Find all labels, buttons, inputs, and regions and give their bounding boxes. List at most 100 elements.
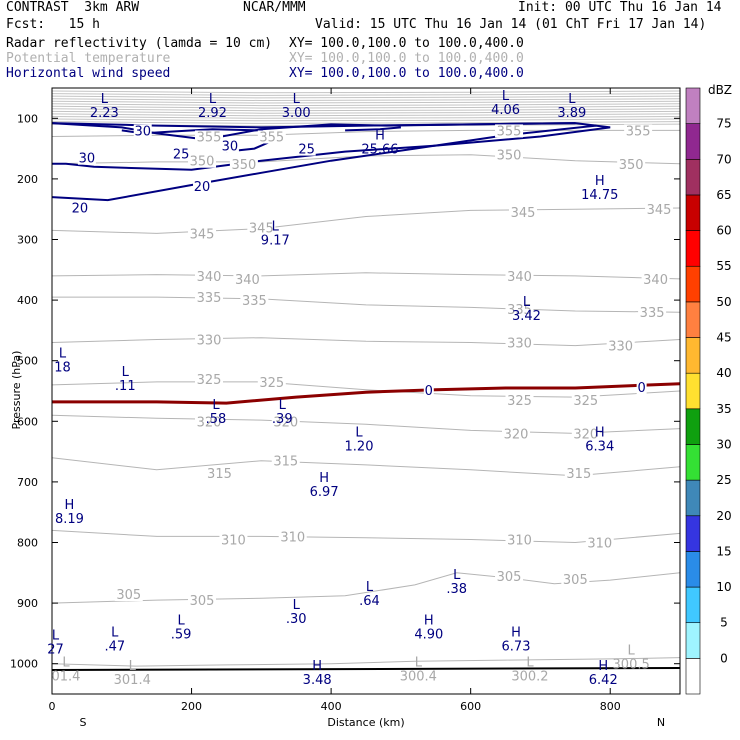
y-axis-title: Pressure (hPa) bbox=[10, 351, 23, 430]
theta-label-bg bbox=[195, 333, 223, 347]
colorbar-swatch bbox=[685, 658, 701, 695]
freezing-level-line bbox=[52, 382, 681, 405]
theta-label: 330 bbox=[608, 340, 633, 355]
colorbar-tick-label: 50 bbox=[716, 295, 731, 309]
y-tick-label: 500 bbox=[17, 355, 38, 368]
theta-label: 330 bbox=[197, 333, 222, 348]
wind-label-bg bbox=[193, 180, 212, 194]
extremum-marker: H bbox=[312, 659, 322, 674]
extremum-marker: L bbox=[209, 92, 217, 107]
wind-label: 20 bbox=[194, 180, 211, 195]
y-tick-label: 900 bbox=[17, 597, 38, 610]
extremum-marker: L bbox=[111, 625, 119, 640]
theta-label-bg bbox=[247, 221, 276, 235]
theta-label: 315 bbox=[273, 455, 298, 470]
extremum-value: 9.17 bbox=[261, 233, 290, 248]
field-xy-wind: XY= 100.0,100.0 to 100.0,400.0 bbox=[289, 66, 524, 81]
colorbar-tick-label: 60 bbox=[716, 224, 731, 238]
theta-contours bbox=[51, 90, 681, 667]
theta-label: 310 bbox=[280, 530, 305, 545]
colorbar-swatch bbox=[685, 372, 701, 410]
theta-isoline-upper bbox=[51, 113, 681, 117]
theta-label-bg bbox=[188, 227, 217, 241]
colorbar-swatch bbox=[685, 230, 701, 267]
extremum-value: .30 bbox=[286, 612, 307, 627]
extremum-value: 14.75 bbox=[581, 188, 618, 203]
colorbar-swatch bbox=[685, 87, 701, 124]
theta-label-bg bbox=[564, 466, 593, 480]
theta-isoline bbox=[51, 129, 680, 137]
theta-label-bg bbox=[195, 130, 223, 144]
freezing-label-bg bbox=[636, 382, 647, 394]
theta-label: 350 bbox=[231, 158, 256, 173]
theta-label-bg bbox=[257, 375, 286, 389]
theta-label-bg bbox=[505, 394, 534, 408]
org-label: NCAR/MMM bbox=[243, 0, 306, 15]
extremum-marker: L bbox=[129, 659, 137, 674]
colorbar-tick-label: 5 bbox=[720, 616, 728, 630]
extremum-value: 300.2 bbox=[511, 670, 548, 685]
theta-label: 310 bbox=[221, 533, 246, 548]
extremum-value: 1.20 bbox=[345, 439, 374, 454]
valid-time: Valid: 15 UTC Thu 16 Jan 14 (01 ChT Fri … bbox=[315, 17, 707, 32]
extremum-value: 01.4 bbox=[51, 670, 80, 685]
theta-label-bg bbox=[505, 303, 534, 317]
theta-label: 335 bbox=[507, 303, 532, 318]
extremum-marker: H bbox=[598, 659, 608, 674]
wind-label: 30 bbox=[79, 152, 96, 167]
theta-label-bg bbox=[205, 466, 234, 480]
theta-isoline-upper bbox=[51, 90, 681, 94]
forecast-hour: Fcst: 15 h bbox=[6, 17, 100, 32]
theta-label-bg bbox=[495, 569, 524, 583]
x-tick-label: 200 bbox=[181, 700, 202, 713]
x-tick-label: 800 bbox=[600, 700, 621, 713]
theta-isoline-upper bbox=[51, 103, 681, 107]
extremum-marker: L bbox=[355, 425, 363, 440]
wind-label: 25 bbox=[298, 143, 315, 158]
extremum-value: .59 bbox=[171, 627, 192, 642]
x-tick-label: 0 bbox=[49, 700, 56, 713]
theta-label-bg bbox=[638, 306, 667, 320]
extremum-marker: L bbox=[212, 398, 220, 413]
extremum-marker: H bbox=[595, 425, 605, 440]
colorbar-tick-label: 65 bbox=[716, 188, 731, 202]
colorbar-tick-label: 35 bbox=[716, 402, 731, 416]
colorbar-tick-label: 10 bbox=[716, 580, 731, 594]
extremum-marker: L bbox=[628, 644, 636, 659]
theta-label: 325 bbox=[197, 373, 222, 388]
wind-label-bg bbox=[172, 147, 191, 161]
extremum-marker: H bbox=[511, 625, 521, 640]
theta-label: 325 bbox=[259, 376, 284, 391]
colorbar-tick-label: 15 bbox=[716, 544, 731, 558]
plot-frame bbox=[51, 87, 681, 695]
extremum-marker: L bbox=[52, 628, 60, 643]
extremum-marker: L bbox=[568, 92, 576, 107]
theta-label-bg bbox=[505, 533, 534, 547]
wind-label: 20 bbox=[72, 201, 89, 216]
extremum-marker: L bbox=[526, 656, 534, 671]
theta-label: 330 bbox=[507, 337, 532, 352]
colorbar-tick-label: 0 bbox=[720, 651, 728, 665]
colorbar-tick-label: 20 bbox=[716, 509, 731, 523]
theta-label: 320 bbox=[504, 427, 529, 442]
extremum-value: 301.4 bbox=[114, 673, 151, 688]
theta-label-bg bbox=[233, 272, 262, 286]
colorbar-swatch bbox=[685, 194, 701, 231]
extremum-value: 25.66 bbox=[361, 143, 398, 158]
extremum-value: 3.42 bbox=[512, 309, 541, 324]
theta-label-bg bbox=[195, 291, 223, 305]
colorbar-tick-label: 70 bbox=[716, 152, 731, 166]
wind-isotach bbox=[51, 124, 597, 202]
theta-label: 325 bbox=[507, 394, 532, 409]
theta-label: 305 bbox=[563, 573, 588, 588]
y-tick-label: 800 bbox=[17, 537, 38, 550]
extremum-value: 2.92 bbox=[198, 106, 227, 121]
extremum-marker: L bbox=[523, 295, 531, 310]
theta-label-bg bbox=[509, 206, 537, 220]
theta-label-bg bbox=[195, 415, 223, 429]
freezing-label: 0 bbox=[637, 381, 645, 396]
colorbar-tick-label: 30 bbox=[716, 437, 731, 451]
